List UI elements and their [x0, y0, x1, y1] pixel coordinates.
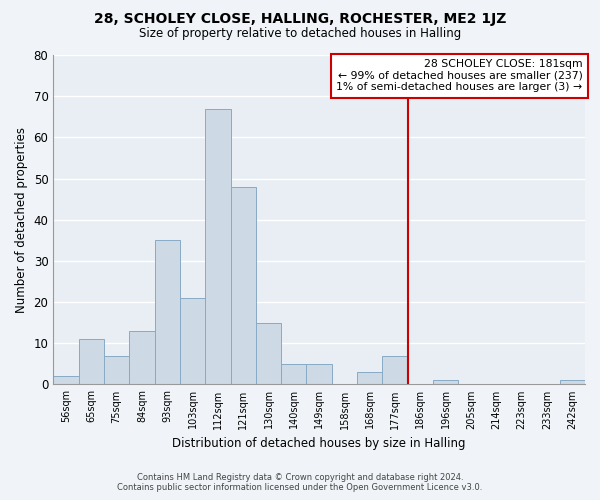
- Bar: [79, 339, 104, 384]
- Text: 28, SCHOLEY CLOSE, HALLING, ROCHESTER, ME2 1JZ: 28, SCHOLEY CLOSE, HALLING, ROCHESTER, M…: [94, 12, 506, 26]
- Bar: [281, 364, 307, 384]
- Text: Contains HM Land Registry data © Crown copyright and database right 2024.
Contai: Contains HM Land Registry data © Crown c…: [118, 473, 482, 492]
- Bar: [433, 380, 458, 384]
- Bar: [129, 331, 155, 384]
- Bar: [205, 108, 230, 384]
- Bar: [256, 322, 281, 384]
- Y-axis label: Number of detached properties: Number of detached properties: [15, 126, 28, 312]
- Text: 28 SCHOLEY CLOSE: 181sqm
← 99% of detached houses are smaller (237)
1% of semi-d: 28 SCHOLEY CLOSE: 181sqm ← 99% of detach…: [337, 59, 583, 92]
- Bar: [180, 298, 205, 384]
- Bar: [560, 380, 585, 384]
- Bar: [382, 356, 408, 384]
- Bar: [104, 356, 129, 384]
- Bar: [357, 372, 382, 384]
- Bar: [53, 376, 79, 384]
- X-axis label: Distribution of detached houses by size in Halling: Distribution of detached houses by size …: [172, 437, 466, 450]
- Bar: [307, 364, 332, 384]
- Bar: [155, 240, 180, 384]
- Bar: [230, 187, 256, 384]
- Text: Size of property relative to detached houses in Halling: Size of property relative to detached ho…: [139, 28, 461, 40]
